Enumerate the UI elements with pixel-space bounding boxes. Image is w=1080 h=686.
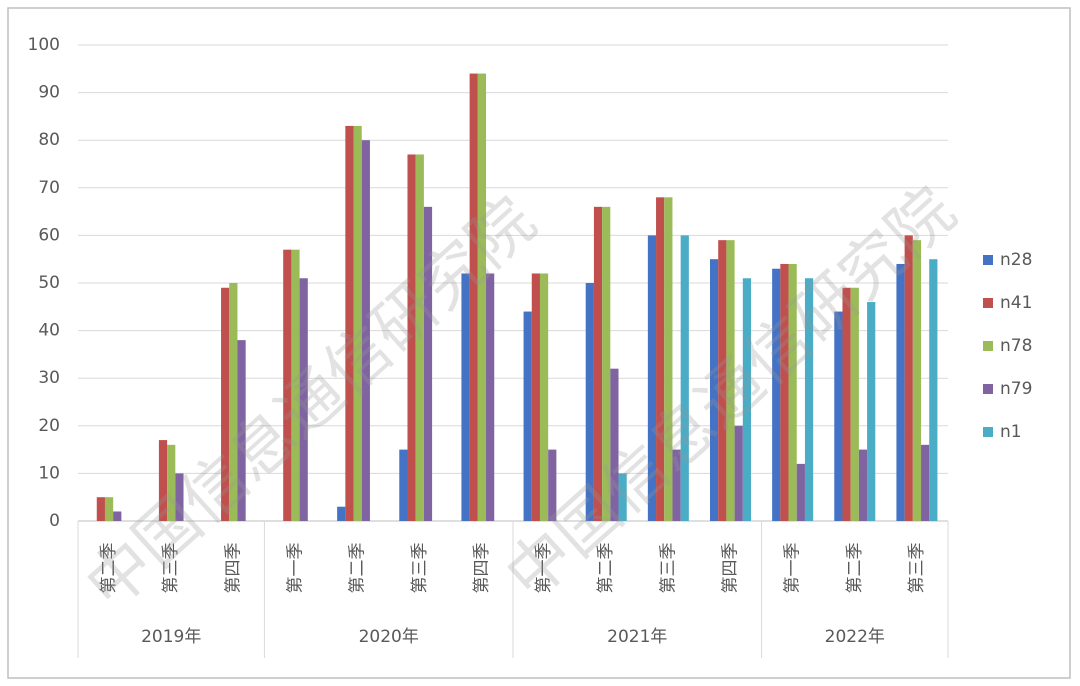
- x-tick-label: 第一季: [783, 543, 803, 594]
- y-tick-label: 30: [38, 368, 60, 388]
- bar: [664, 197, 673, 521]
- bar: [539, 273, 549, 521]
- bar: [726, 240, 735, 521]
- y-tick-label: 100: [28, 35, 60, 55]
- bar: [423, 206, 433, 521]
- y-tick-label: 60: [38, 225, 60, 245]
- bar: [734, 425, 743, 521]
- y-tick-label: 50: [38, 273, 60, 293]
- bar: [353, 125, 362, 522]
- bar: [593, 206, 603, 521]
- bar: [221, 287, 230, 521]
- bar: [523, 311, 532, 521]
- bar: [858, 449, 868, 521]
- bar: [399, 449, 408, 521]
- legend-swatch: [983, 384, 993, 394]
- legend-label: n1: [1000, 422, 1022, 442]
- x-tick-label: 第三季: [658, 543, 678, 594]
- bar: [477, 73, 487, 521]
- x-group-label: 2020年: [359, 627, 419, 647]
- x-tick-label: 第四季: [721, 543, 741, 594]
- x-tick-label: 第二季: [348, 543, 368, 594]
- bar: [291, 249, 300, 521]
- legend-swatch: [983, 298, 993, 308]
- legend-label: n79: [1000, 379, 1032, 399]
- x-tick-label: 第二季: [99, 543, 119, 594]
- bar: [548, 449, 557, 521]
- bar: [469, 73, 478, 521]
- bar: [361, 140, 370, 521]
- bar: [407, 154, 416, 522]
- bar: [531, 273, 540, 521]
- bar: [283, 249, 292, 521]
- bar: [345, 125, 354, 522]
- x-tick-label: 第四季: [223, 543, 243, 594]
- bar: [709, 259, 719, 521]
- bar: [850, 287, 859, 521]
- bar: [299, 278, 308, 521]
- x-group-label: 2019年: [141, 627, 201, 647]
- x-tick-label: 第一季: [286, 543, 306, 594]
- bar: [113, 511, 122, 521]
- bar: [415, 154, 424, 522]
- bar: [229, 283, 238, 521]
- legend-label: n78: [1000, 336, 1032, 356]
- legend-swatch: [983, 255, 993, 265]
- y-tick-label: 20: [38, 416, 60, 436]
- y-tick-label: 70: [38, 178, 60, 198]
- bar: [896, 263, 905, 521]
- x-tick-label: 第四季: [472, 543, 492, 594]
- bar: [337, 506, 346, 521]
- y-tick-label: 10: [38, 463, 60, 483]
- legend-label: n28: [1000, 250, 1032, 270]
- bar: [175, 473, 184, 521]
- bar: [842, 287, 851, 521]
- y-tick-label: 0: [49, 511, 60, 531]
- bar: [788, 263, 797, 521]
- bar: [921, 444, 930, 521]
- legend-swatch: [983, 341, 993, 351]
- bar: [602, 206, 611, 521]
- bar: [158, 440, 168, 521]
- x-tick-label: 第三季: [161, 543, 181, 594]
- bar: [904, 235, 913, 521]
- y-tick-label: 80: [38, 130, 60, 150]
- bar: [680, 235, 689, 521]
- bar: [237, 340, 246, 521]
- bar: [104, 497, 114, 521]
- bar: [96, 497, 105, 521]
- bar: [486, 273, 495, 521]
- bar: [585, 283, 594, 521]
- bar: [912, 240, 922, 521]
- bar: [461, 273, 470, 521]
- x-tick-label: 第三季: [410, 543, 430, 594]
- bar: [672, 449, 681, 521]
- x-tick-label: 第二季: [845, 543, 865, 594]
- bar: [772, 268, 781, 521]
- bar: [780, 263, 789, 521]
- legend-label: n41: [1000, 293, 1032, 313]
- bar: [834, 311, 843, 521]
- bar: [718, 240, 727, 521]
- x-group-label: 2022年: [825, 627, 885, 647]
- bar: [867, 302, 876, 521]
- bar: [804, 278, 814, 521]
- x-group-label: 2021年: [607, 627, 667, 647]
- bar: [647, 235, 657, 521]
- x-tick-label: 第二季: [596, 543, 616, 594]
- bar: [796, 463, 805, 521]
- bar: [610, 368, 619, 521]
- y-tick-label: 90: [38, 83, 60, 103]
- bar: [656, 197, 665, 521]
- bar: [929, 259, 938, 521]
- y-tick-label: 40: [38, 321, 60, 341]
- x-tick-label: 第三季: [907, 543, 927, 594]
- bar: [167, 444, 176, 521]
- legend-swatch: [983, 427, 993, 437]
- bar: [618, 473, 627, 521]
- x-tick-label: 第一季: [534, 543, 554, 594]
- bar: [742, 278, 752, 521]
